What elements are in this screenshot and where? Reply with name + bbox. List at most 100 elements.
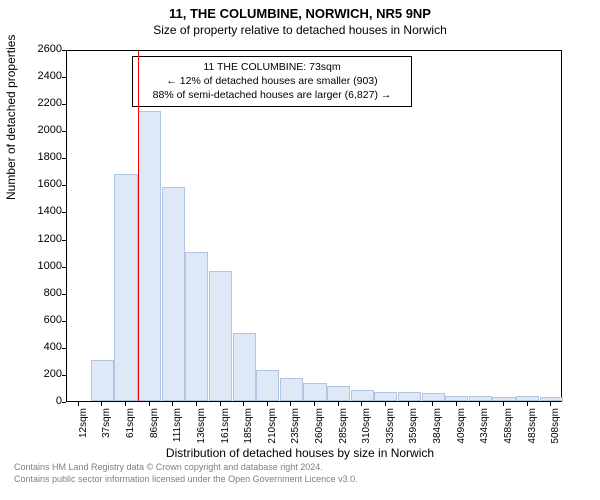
chart-title: 11, THE COLUMBINE, NORWICH, NR5 9NP (0, 0, 600, 21)
y-tick-label: 200 (22, 368, 62, 380)
y-tick-label: 1600 (22, 178, 62, 190)
y-tick-label: 1000 (22, 260, 62, 272)
x-tick-label: 12sqm (78, 408, 89, 454)
x-tick-label: 161sqm (220, 408, 231, 454)
x-tick-label: 335sqm (385, 408, 396, 454)
histogram-bar (114, 174, 137, 401)
histogram-bar (445, 396, 468, 401)
x-tick-label: 61sqm (125, 408, 136, 454)
y-tick-label: 2400 (22, 70, 62, 82)
y-tick-label: 400 (22, 341, 62, 353)
annotation-line-2: ← 12% of detached houses are smaller (90… (139, 74, 405, 88)
x-tick-label: 136sqm (196, 408, 207, 454)
x-tick-label: 508sqm (550, 408, 561, 454)
y-tick-mark (62, 104, 66, 105)
x-tick-mark (503, 402, 504, 406)
x-tick-label: 185sqm (243, 408, 254, 454)
x-tick-mark (172, 402, 173, 406)
chart-subtitle: Size of property relative to detached ho… (0, 21, 600, 37)
y-tick-mark (62, 240, 66, 241)
histogram-bar (185, 252, 208, 401)
histogram-bar (280, 378, 303, 401)
y-tick-label: 1200 (22, 233, 62, 245)
y-tick-label: 1800 (22, 151, 62, 163)
y-axis-label: Number of detached properties (4, 35, 18, 200)
x-tick-label: 111sqm (172, 408, 183, 454)
x-tick-mark (408, 402, 409, 406)
histogram-bar (469, 396, 492, 401)
chart-container: 11, THE COLUMBINE, NORWICH, NR5 9NP Size… (0, 0, 600, 500)
x-tick-label: 434sqm (479, 408, 490, 454)
x-tick-mark (220, 402, 221, 406)
x-tick-label: 86sqm (149, 408, 160, 454)
y-tick-mark (62, 402, 66, 403)
x-tick-mark (361, 402, 362, 406)
histogram-bar (91, 360, 114, 401)
x-tick-label: 210sqm (267, 408, 278, 454)
x-tick-mark (101, 402, 102, 406)
x-tick-mark (456, 402, 457, 406)
footer-line-2: Contains public sector information licen… (14, 474, 358, 486)
x-tick-mark (243, 402, 244, 406)
x-tick-mark (78, 402, 79, 406)
y-tick-label: 1400 (22, 205, 62, 217)
annotation-box: 11 THE COLUMBINE: 73sqm ← 12% of detache… (132, 56, 412, 107)
reference-line (138, 51, 139, 401)
y-tick-mark (62, 348, 66, 349)
x-tick-label: 235sqm (290, 408, 301, 454)
y-tick-mark (62, 212, 66, 213)
y-tick-mark (62, 321, 66, 322)
histogram-bar (422, 393, 445, 401)
histogram-bar (398, 392, 421, 401)
footer-line-1: Contains HM Land Registry data © Crown c… (14, 462, 358, 474)
x-tick-mark (267, 402, 268, 406)
y-tick-label: 2600 (22, 43, 62, 55)
y-tick-mark (62, 267, 66, 268)
y-tick-mark (62, 158, 66, 159)
histogram-bar (351, 390, 374, 401)
histogram-bar (540, 397, 563, 401)
histogram-bar (327, 386, 350, 401)
y-tick-mark (62, 185, 66, 186)
y-tick-label: 0 (22, 395, 62, 407)
plot-area: 11 THE COLUMBINE: 73sqm ← 12% of detache… (66, 50, 562, 402)
histogram-bar (492, 397, 515, 401)
x-tick-mark (479, 402, 480, 406)
x-tick-mark (125, 402, 126, 406)
histogram-bar (162, 187, 185, 401)
x-tick-mark (527, 402, 528, 406)
annotation-line-1: 11 THE COLUMBINE: 73sqm (139, 60, 405, 74)
x-tick-label: 285sqm (338, 408, 349, 454)
y-tick-mark (62, 294, 66, 295)
y-tick-mark (62, 50, 66, 51)
histogram-bar (374, 392, 397, 401)
x-tick-label: 310sqm (361, 408, 372, 454)
histogram-bar (516, 396, 539, 401)
x-tick-mark (290, 402, 291, 406)
y-tick-mark (62, 77, 66, 78)
y-tick-label: 2200 (22, 97, 62, 109)
histogram-bar (138, 111, 161, 401)
histogram-bar (303, 383, 326, 401)
y-tick-label: 800 (22, 287, 62, 299)
x-tick-label: 409sqm (456, 408, 467, 454)
x-tick-mark (432, 402, 433, 406)
x-tick-mark (314, 402, 315, 406)
x-tick-mark (196, 402, 197, 406)
y-tick-mark (62, 375, 66, 376)
y-tick-mark (62, 131, 66, 132)
x-tick-label: 458sqm (503, 408, 514, 454)
x-tick-mark (385, 402, 386, 406)
y-tick-label: 2000 (22, 124, 62, 136)
annotation-line-3: 88% of semi-detached houses are larger (… (139, 88, 405, 102)
y-tick-label: 600 (22, 314, 62, 326)
x-tick-mark (149, 402, 150, 406)
x-tick-label: 384sqm (432, 408, 443, 454)
histogram-bar (256, 370, 279, 401)
histogram-bar (209, 271, 232, 401)
x-tick-mark (550, 402, 551, 406)
x-tick-mark (338, 402, 339, 406)
x-tick-label: 483sqm (527, 408, 538, 454)
x-tick-label: 260sqm (314, 408, 325, 454)
footer: Contains HM Land Registry data © Crown c… (14, 462, 358, 485)
